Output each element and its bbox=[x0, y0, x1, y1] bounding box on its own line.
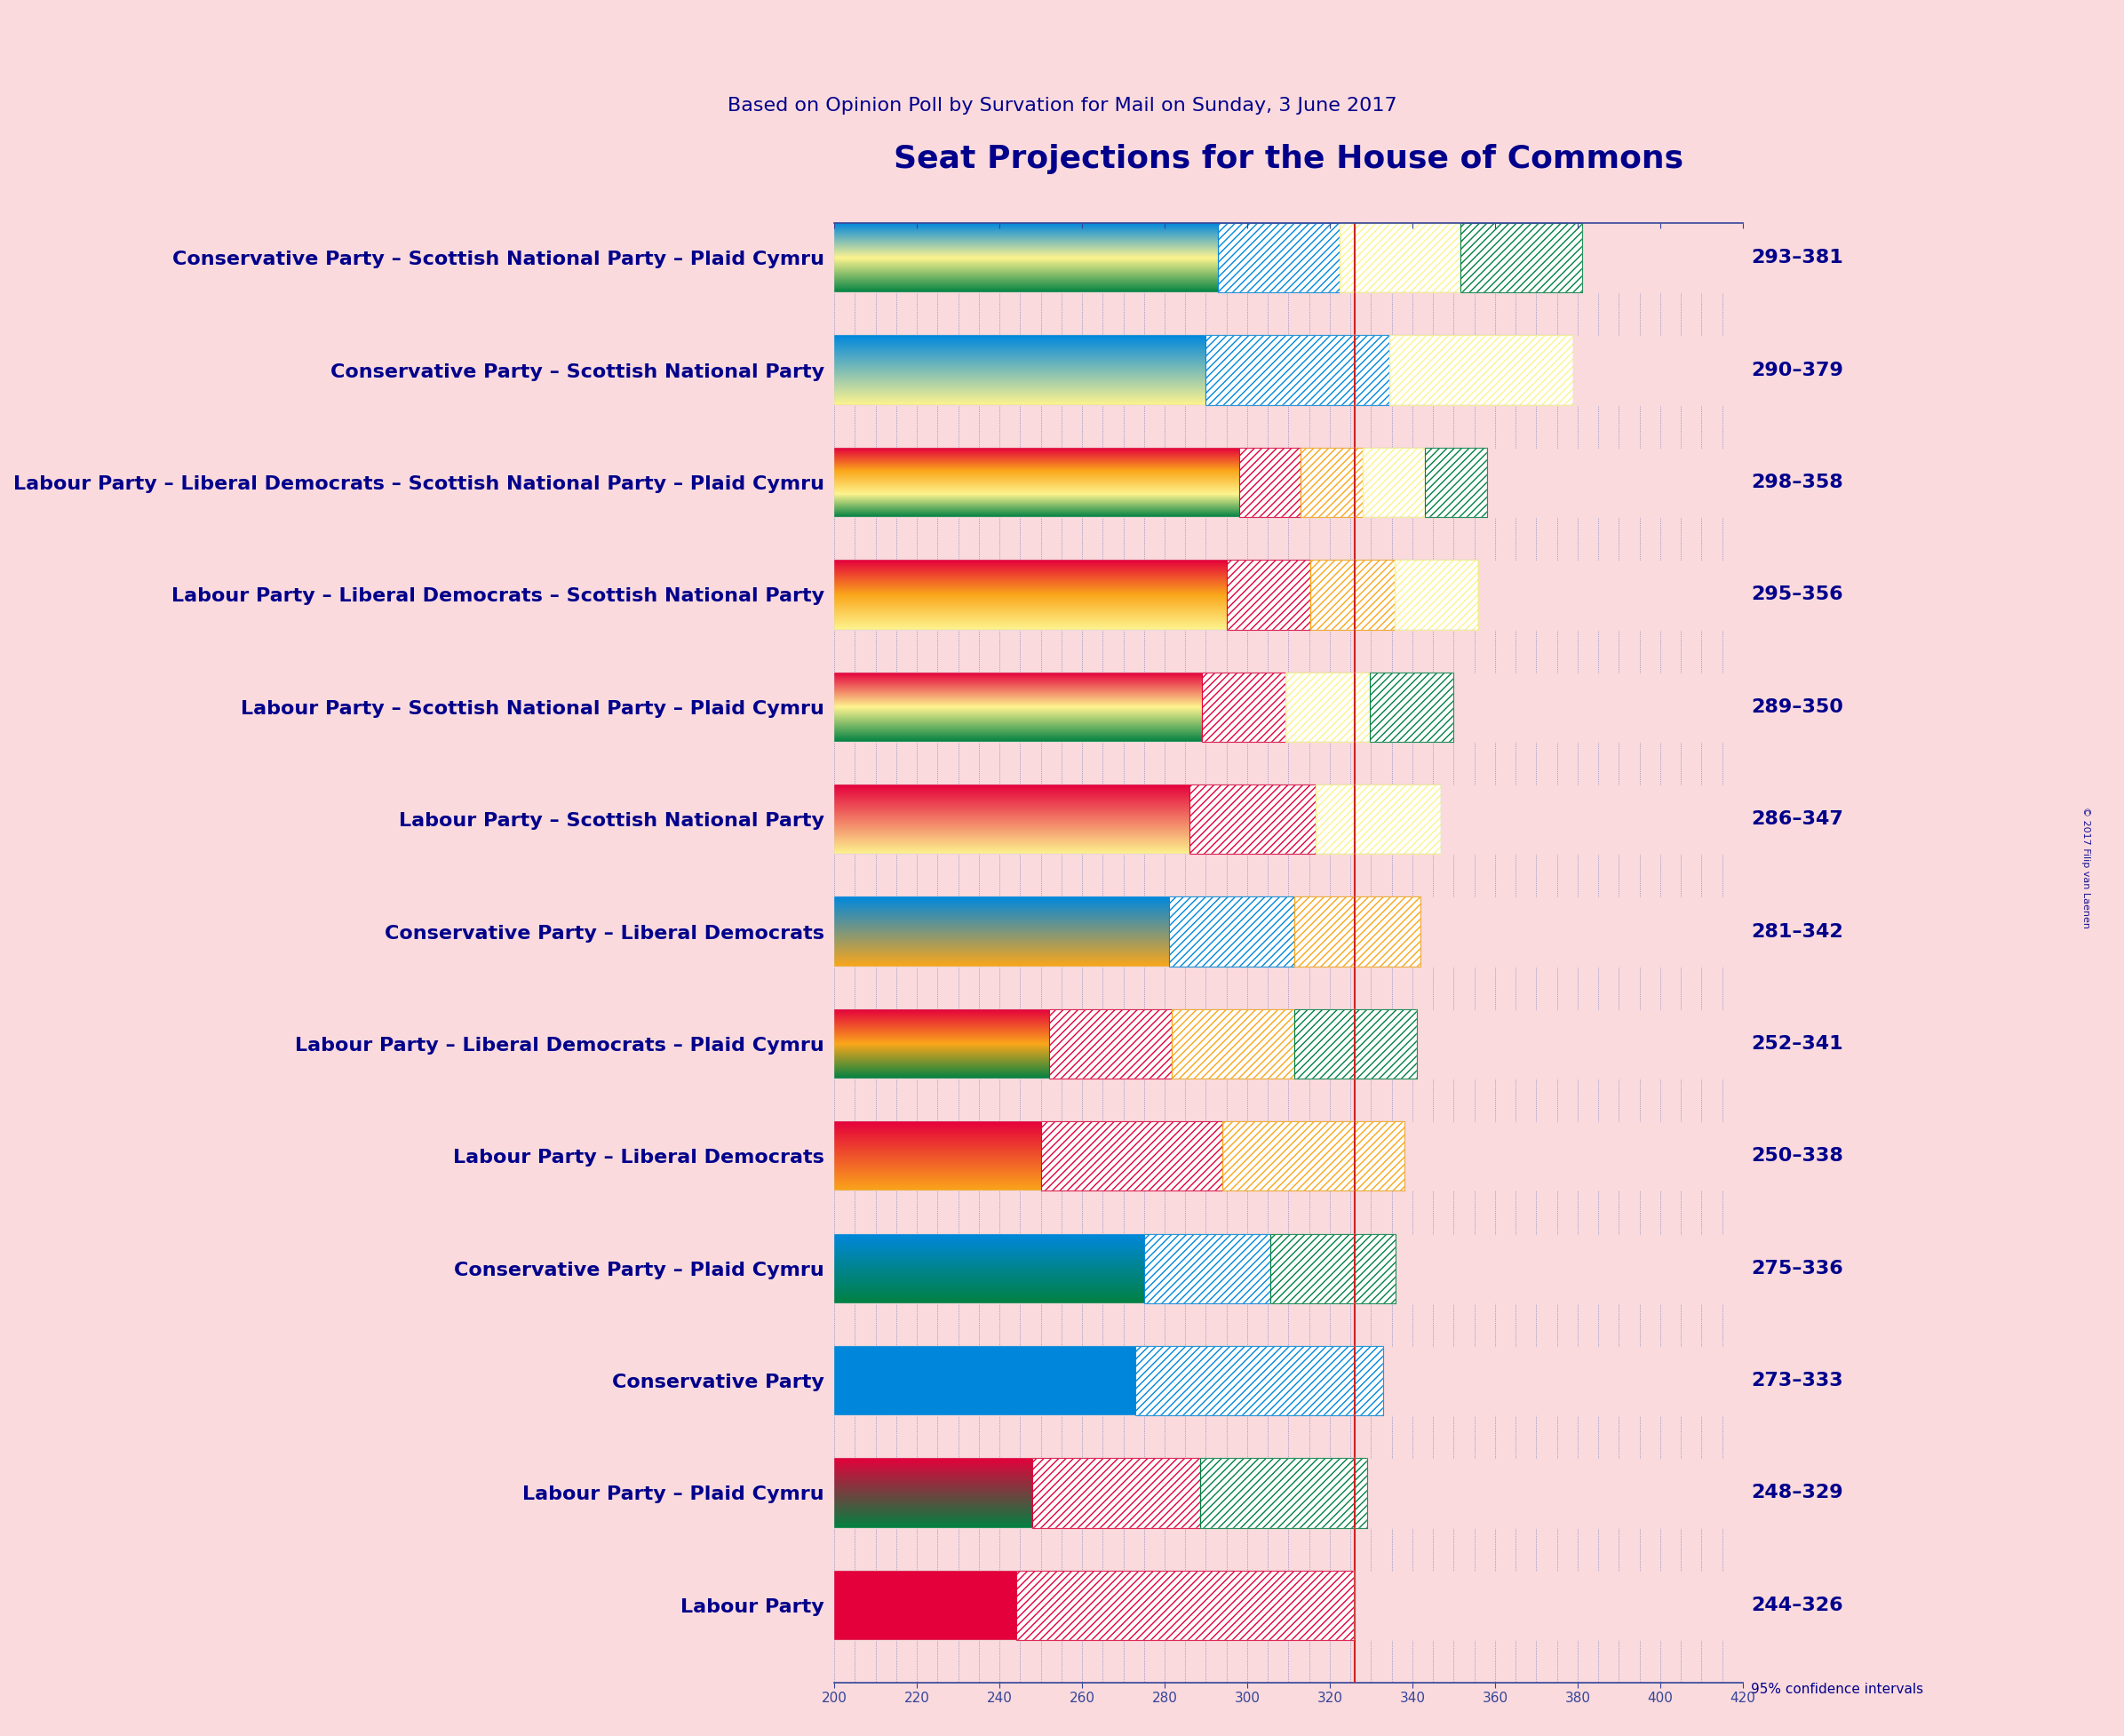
Text: 252–341: 252–341 bbox=[1750, 1035, 1844, 1052]
Text: 286–347: 286–347 bbox=[1750, 811, 1844, 828]
Bar bbox=[1219, 222, 1582, 293]
Bar bbox=[1189, 785, 1442, 854]
Bar bbox=[1015, 1571, 1355, 1641]
Bar bbox=[1340, 222, 1461, 293]
Text: 298–358: 298–358 bbox=[1750, 474, 1844, 491]
Bar bbox=[1202, 672, 1285, 741]
Bar bbox=[835, 1121, 1404, 1191]
Bar bbox=[835, 1571, 1355, 1641]
Text: 293–381: 293–381 bbox=[1750, 248, 1844, 267]
Bar bbox=[1049, 1009, 1417, 1078]
Bar bbox=[835, 672, 1453, 741]
Bar bbox=[1145, 1234, 1395, 1304]
Bar bbox=[1136, 1345, 1383, 1415]
Text: 290–379: 290–379 bbox=[1750, 361, 1844, 378]
Bar bbox=[1015, 1571, 1355, 1641]
Bar bbox=[835, 1009, 1417, 1078]
Text: © 2017 Filip van Laenen: © 2017 Filip van Laenen bbox=[2082, 807, 2090, 929]
Bar bbox=[1200, 1458, 1368, 1528]
Bar bbox=[1285, 672, 1370, 741]
Bar bbox=[1389, 335, 1574, 404]
Text: 273–333: 273–333 bbox=[1750, 1371, 1844, 1389]
Bar bbox=[1311, 561, 1395, 630]
Bar bbox=[1300, 448, 1364, 517]
Text: Based on Opinion Poll by Survation for Mail on Sunday, 3 June 2017: Based on Opinion Poll by Survation for M… bbox=[726, 97, 1398, 115]
Bar bbox=[835, 1571, 1015, 1641]
Bar bbox=[1206, 335, 1389, 404]
Bar bbox=[835, 1345, 1383, 1415]
Bar bbox=[1136, 1345, 1383, 1415]
Bar bbox=[1294, 1009, 1417, 1078]
Text: 289–350: 289–350 bbox=[1750, 698, 1844, 715]
Text: 95% confidence intervals: 95% confidence intervals bbox=[1750, 1682, 1924, 1696]
Bar bbox=[1238, 448, 1487, 517]
Bar bbox=[1202, 672, 1453, 741]
Bar bbox=[1041, 1121, 1223, 1191]
Bar bbox=[835, 785, 1442, 854]
Bar bbox=[1168, 898, 1421, 967]
Bar bbox=[1296, 898, 1421, 967]
Bar bbox=[835, 561, 1478, 630]
Bar bbox=[1041, 1121, 1404, 1191]
Bar bbox=[1364, 448, 1425, 517]
Bar bbox=[1395, 561, 1478, 630]
Bar bbox=[1032, 1458, 1200, 1528]
Bar bbox=[1032, 1458, 1368, 1528]
Bar bbox=[1315, 785, 1442, 854]
Bar bbox=[835, 1458, 1368, 1528]
Bar bbox=[1461, 222, 1582, 293]
Bar bbox=[1238, 448, 1300, 517]
Bar bbox=[835, 222, 1582, 293]
Bar bbox=[1226, 561, 1478, 630]
Text: 275–336: 275–336 bbox=[1750, 1260, 1844, 1278]
Bar bbox=[1049, 1009, 1172, 1078]
Bar bbox=[835, 448, 1487, 517]
Bar bbox=[1206, 335, 1574, 404]
Text: 244–326: 244–326 bbox=[1750, 1597, 1844, 1614]
Bar bbox=[1219, 222, 1340, 293]
Bar bbox=[835, 335, 1574, 404]
Bar bbox=[1223, 1121, 1404, 1191]
Bar bbox=[1145, 1234, 1270, 1304]
Text: 250–338: 250–338 bbox=[1750, 1147, 1844, 1165]
Bar bbox=[1370, 672, 1453, 741]
Bar bbox=[835, 1345, 1136, 1415]
Bar bbox=[1226, 561, 1311, 630]
Bar bbox=[835, 898, 1421, 967]
Bar bbox=[1425, 448, 1487, 517]
Bar bbox=[835, 1234, 1395, 1304]
Text: 295–356: 295–356 bbox=[1750, 585, 1844, 604]
Text: 281–342: 281–342 bbox=[1750, 922, 1844, 941]
Text: 248–329: 248–329 bbox=[1750, 1484, 1844, 1502]
Bar bbox=[1168, 898, 1296, 967]
Bar bbox=[1172, 1009, 1294, 1078]
Title: Seat Projections for the House of Commons: Seat Projections for the House of Common… bbox=[894, 144, 1684, 174]
Bar bbox=[1270, 1234, 1395, 1304]
Bar bbox=[1189, 785, 1315, 854]
